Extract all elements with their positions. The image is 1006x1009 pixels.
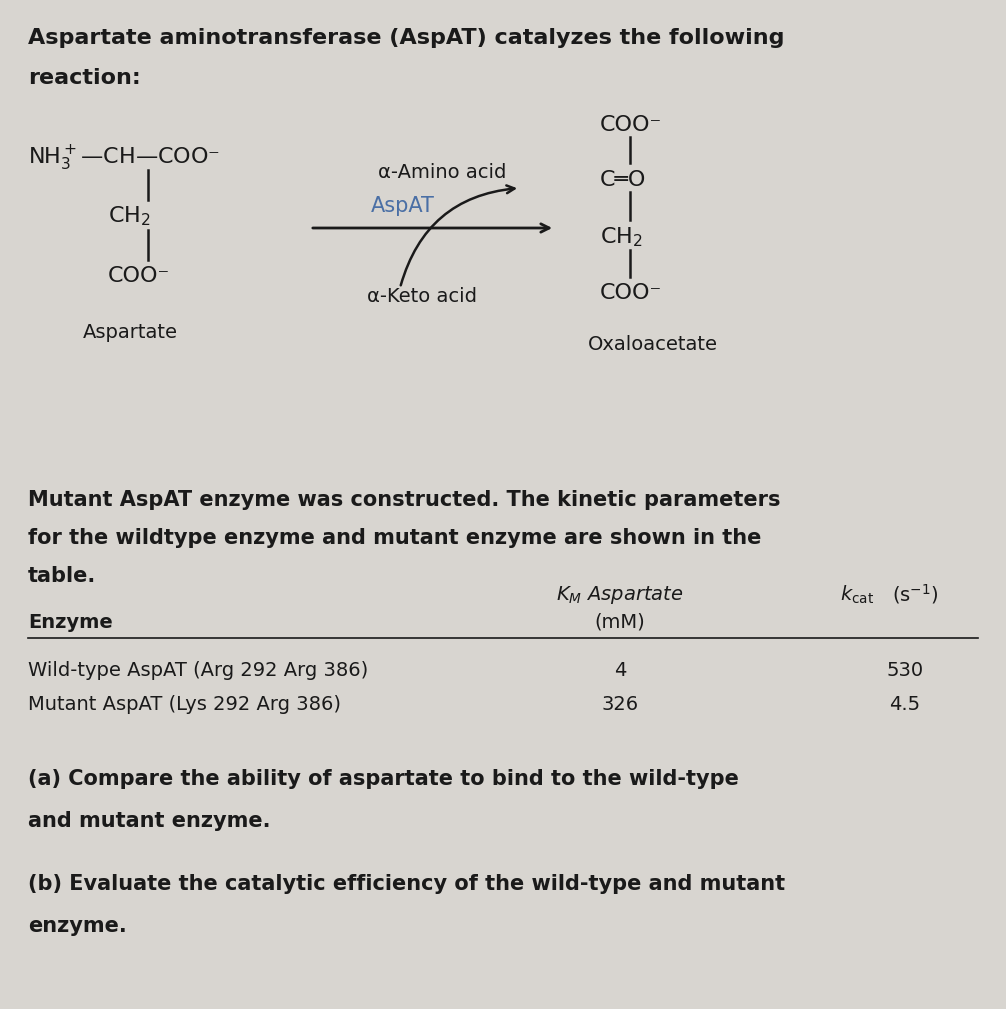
Text: (a) Compare the ability of aspartate to bind to the wild-type: (a) Compare the ability of aspartate to …	[28, 769, 738, 789]
Text: Mutant AspAT enzyme was constructed. The kinetic parameters: Mutant AspAT enzyme was constructed. The…	[28, 490, 781, 510]
Text: Mutant AspAT (Lys 292 Arg 386): Mutant AspAT (Lys 292 Arg 386)	[28, 694, 341, 713]
Text: (b) Evaluate the catalytic efficiency of the wild-type and mutant: (b) Evaluate the catalytic efficiency of…	[28, 874, 785, 894]
Text: enzyme.: enzyme.	[28, 916, 127, 936]
Text: $k_\mathrm{cat}$: $k_\mathrm{cat}$	[840, 583, 874, 606]
Text: (s$^{-1}$): (s$^{-1}$)	[892, 582, 939, 606]
Text: Oxaloacetate: Oxaloacetate	[588, 336, 718, 354]
Text: COO⁻: COO⁻	[600, 283, 662, 303]
Text: Aspartate aminotransferase (AspAT) catalyzes the following: Aspartate aminotransferase (AspAT) catal…	[28, 28, 785, 48]
Text: COO⁻: COO⁻	[108, 266, 170, 286]
Text: COO⁻: COO⁻	[600, 115, 662, 135]
Text: CH$_2$: CH$_2$	[108, 204, 151, 228]
Text: for the wildtype enzyme and mutant enzyme are shown in the: for the wildtype enzyme and mutant enzym…	[28, 528, 762, 548]
Text: α-Amino acid: α-Amino acid	[378, 163, 507, 183]
Text: and mutant enzyme.: and mutant enzyme.	[28, 811, 271, 831]
Text: 4: 4	[614, 661, 626, 679]
Text: (mM): (mM)	[595, 613, 646, 632]
Text: Enzyme: Enzyme	[28, 613, 113, 632]
Text: Wild-type AspAT (Arg 292 Arg 386): Wild-type AspAT (Arg 292 Arg 386)	[28, 661, 368, 679]
Text: 326: 326	[602, 694, 639, 713]
Text: 530: 530	[886, 661, 924, 679]
Text: CH$_2$: CH$_2$	[600, 225, 643, 249]
Text: AspAT: AspAT	[370, 196, 435, 216]
Text: reaction:: reaction:	[28, 68, 141, 88]
Text: table.: table.	[28, 566, 97, 586]
Text: C═O: C═O	[600, 170, 647, 190]
Text: NH$_3^+$—CH—COO⁻: NH$_3^+$—CH—COO⁻	[28, 143, 220, 173]
Text: α-Keto acid: α-Keto acid	[367, 287, 478, 306]
Text: 4.5: 4.5	[889, 694, 920, 713]
Text: $K_M$ Aspartate: $K_M$ Aspartate	[556, 584, 684, 606]
Text: Aspartate: Aspartate	[83, 324, 178, 342]
